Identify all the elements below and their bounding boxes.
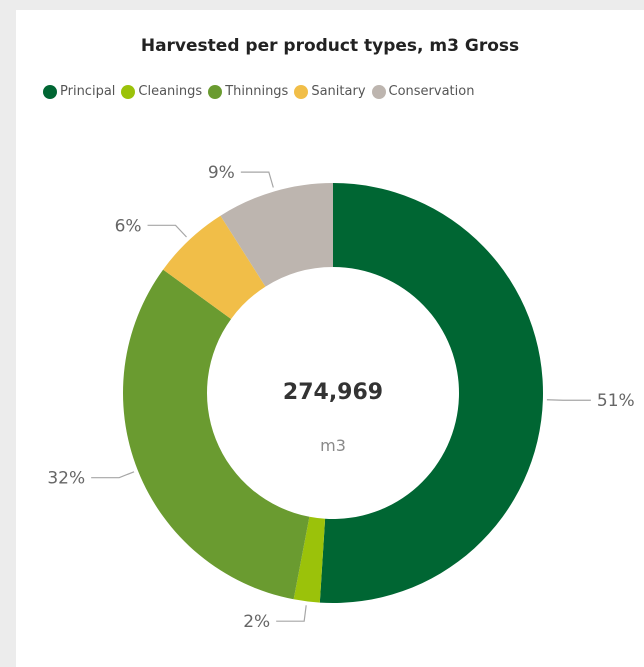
legend-label-cleanings: Cleanings <box>138 84 203 99</box>
slice-conservation[interactable] <box>220 183 333 287</box>
legend-item-conservation[interactable]: Conservation <box>371 84 475 99</box>
legend-item-principal[interactable]: Principal <box>43 84 115 99</box>
chart-legend: Principal Cleanings Thinnings Sanitary Conse… <box>43 84 480 99</box>
legend-label-thinnings: Thinnings <box>225 84 289 99</box>
legend-label-principal: Principal <box>60 84 116 99</box>
slice-thinnings[interactable] <box>122 269 310 600</box>
slice-cleanings[interactable] <box>293 516 326 603</box>
chart-card: Harvested per product types, m3 Gross Pr… <box>16 10 644 667</box>
legend-marker-cleanings <box>121 84 136 99</box>
data-label-cleanings: 2% <box>243 612 270 632</box>
legend-marker-sanitary <box>294 84 309 99</box>
leader-line-cleanings <box>276 605 307 622</box>
slice-principal[interactable] <box>319 183 543 603</box>
legend-item-thinnings[interactable]: Thinnings <box>208 84 288 99</box>
center-unit-label: m3 <box>320 436 346 455</box>
data-label-sanitary: 6% <box>115 216 142 236</box>
legend-marker-principal <box>43 84 57 99</box>
slice-sanitary[interactable] <box>163 215 266 319</box>
legend-item-cleanings[interactable]: Cleanings <box>121 84 202 99</box>
legend-marker-conservation <box>371 84 386 99</box>
leader-line-thinnings <box>91 471 135 479</box>
leader-line-sanitary <box>147 224 187 238</box>
leader-line-conservation <box>240 171 274 188</box>
legend-item-sanitary[interactable]: Sanitary <box>294 84 366 99</box>
data-label-principal: 51% <box>597 391 635 411</box>
leader-line-principal <box>546 399 591 401</box>
legend-label-conservation: Conservation <box>388 84 475 99</box>
legend-label-sanitary: Sanitary <box>311 84 366 99</box>
data-label-thinnings: 32% <box>47 469 85 489</box>
data-label-conservation: 9% <box>208 163 235 183</box>
chart-title: Harvested per product types, m3 Gross <box>140 36 520 56</box>
donut-chart: 51% 2% 32% 6% 9% 274,969 m3 <box>47 163 635 632</box>
legend-marker-thinnings <box>208 84 223 99</box>
center-total-value: 274,969 <box>283 380 383 405</box>
